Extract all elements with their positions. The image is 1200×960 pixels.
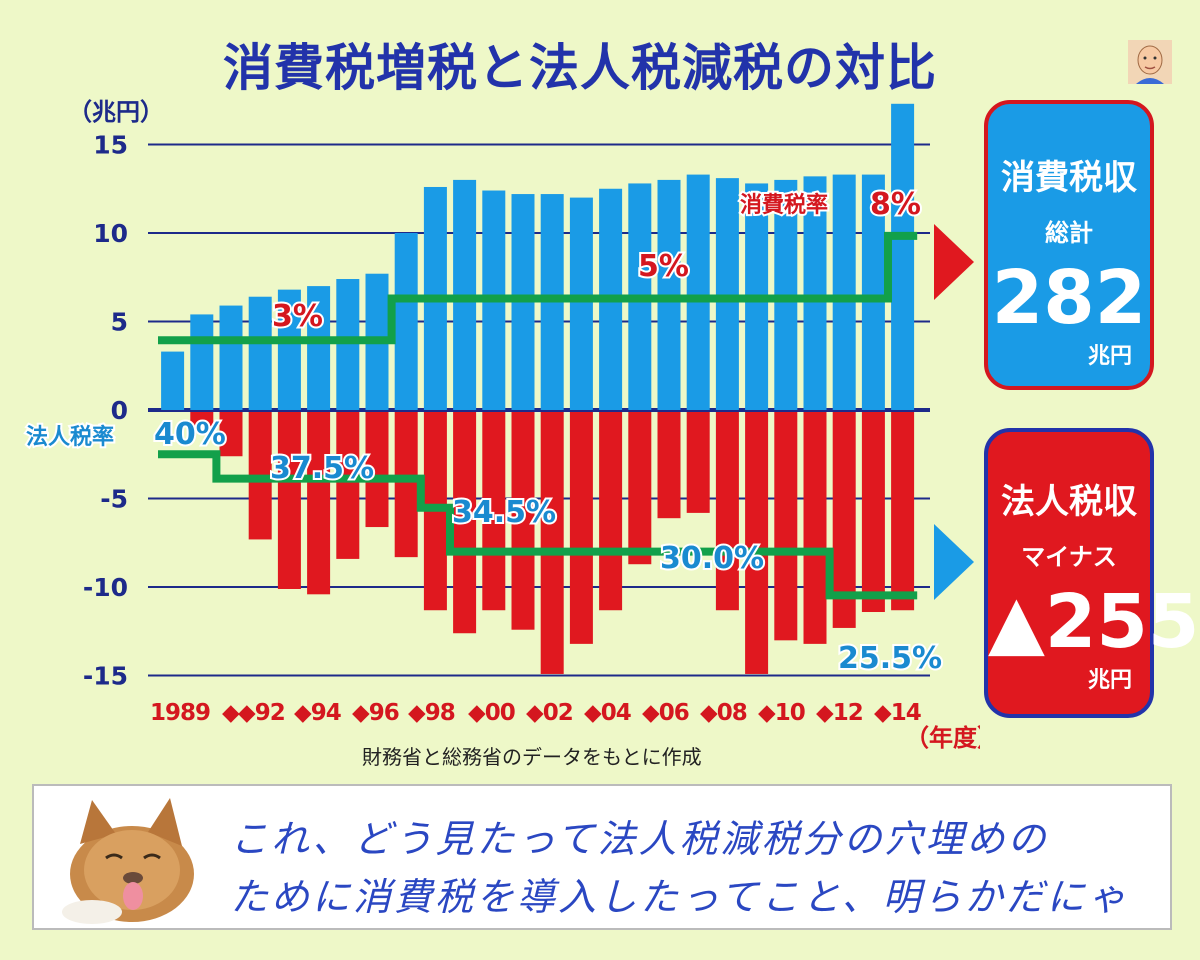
y-tick-label: -10 [83, 573, 128, 602]
y-tick-label: 0 [111, 396, 128, 425]
x-tick-label: ◆10 [758, 700, 805, 726]
x-tick-label: ◆06 [642, 700, 689, 726]
speech-banner: これ、どう見たって法人税減税分の穴埋めの ために消費税を導入したってこと、明らか… [32, 784, 1172, 930]
bar-corporate [277, 412, 301, 589]
bar-corporate [861, 412, 885, 613]
corporate-rate-label: 34.5% [452, 495, 556, 530]
bar-corporate [686, 412, 710, 513]
corporate-rate-label: 40% [154, 417, 226, 452]
banner-line-1: これ、どう見たって法人税減税分の穴埋めの [230, 817, 1049, 861]
bar-corporate [511, 412, 535, 630]
x-tick-label: 1989 [150, 700, 210, 726]
x-tick-label: ◆02 [526, 700, 573, 726]
corporate-rate-label: 25.5% [838, 641, 942, 676]
x-tick-label: ◆04 [584, 700, 631, 726]
x-tick-label: ◆ [222, 700, 240, 726]
banner-line-2: ために消費税を導入したってこと、明らかだにゃ [230, 875, 1129, 919]
bar-consumption [686, 174, 710, 410]
page-title: 消費税増税と法人税減税の対比 [223, 39, 937, 97]
consumption-rate-label: 8% [870, 187, 921, 222]
consumption-box-unit: 兆円 [1087, 344, 1132, 369]
consumption-box-title: 消費税収 [1001, 158, 1137, 198]
corporate-rate-line [158, 450, 918, 600]
x-tick-label: ◆12 [816, 700, 863, 726]
consumption-tax-total-box: 消費税収 総計 282 兆円 [984, 100, 1154, 390]
bar-consumption [190, 314, 214, 410]
bar-corporate [745, 412, 769, 674]
bar-corporate [832, 412, 856, 628]
y-axis-label: （兆円） [68, 98, 164, 126]
corporate-tax-total-box: 法人税収 マイナス ▲255 兆円 [984, 428, 1200, 718]
x-tick-label: ◆00 [468, 700, 515, 726]
bar-consumption [336, 279, 360, 410]
bar-corporate [307, 412, 331, 595]
bar-consumption [277, 289, 301, 410]
bar-consumption [248, 296, 272, 410]
bar-corporate [599, 412, 623, 611]
bar-consumption [394, 233, 418, 410]
x-tick-label: ◆08 [700, 700, 747, 726]
corporate-rate-name: 法人税率 [26, 424, 114, 450]
y-tick-label: 5 [111, 308, 128, 337]
y-tick-label: 10 [93, 219, 128, 248]
source-note: 財務省と総務省のデータをもとに作成 [362, 745, 702, 769]
bar-corporate [365, 412, 389, 528]
bar-consumption [715, 178, 739, 410]
consumption-rate-label: 3% [272, 299, 323, 334]
bar-consumption [832, 174, 856, 410]
corporate-box-sub: マイナス [1021, 543, 1117, 571]
bar-consumption [161, 351, 185, 410]
bar-corporate [540, 412, 564, 674]
bar-consumption [569, 197, 593, 410]
bar-corporate [453, 412, 477, 634]
corporate-rate-label: 37.5% [270, 451, 374, 486]
consumption-box-value: 282 [991, 255, 1147, 341]
bar-consumption [861, 174, 885, 410]
bar-consumption [219, 305, 243, 410]
tax-chart: 15 10 5 0 -5 -10 -15 （兆円） 3% 5% 消費税率 8% 法人税率 40% 37.5%… [24, 98, 980, 752]
x-tick-label: ◆94 [294, 700, 341, 726]
bar-corporate [657, 412, 681, 519]
x-axis-label: （年度） [905, 724, 980, 752]
bar-corporate [190, 412, 214, 427]
bar-corporate [715, 412, 739, 611]
bar-consumption [891, 103, 915, 410]
bar-corporate [628, 412, 652, 565]
bar-corporate [569, 412, 593, 644]
y-tick-label: -15 [83, 662, 128, 691]
x-tick-label: ◆14 [874, 700, 921, 726]
consumption-box-sub: 総計 [1045, 219, 1093, 247]
blue-arrow-icon [934, 524, 974, 600]
bar-corporate [394, 412, 418, 558]
bar-corporate [219, 412, 243, 457]
cat-photo-icon [62, 798, 194, 924]
red-arrow-icon [934, 224, 974, 300]
corporate-box-value: ▲255 [988, 579, 1200, 665]
consumption-rate-label: 5% [638, 249, 689, 284]
corporate-box-unit: 兆円 [1087, 668, 1132, 693]
consumption-rate-line [158, 231, 918, 345]
corporate-box-title: 法人税収 [1001, 482, 1137, 522]
bald-man-avatar-icon [1128, 40, 1172, 84]
bar-corporate [891, 412, 915, 611]
x-tick-label: ◆96 [352, 700, 399, 726]
bar-corporate [803, 412, 827, 644]
x-tick-label: ◆92 [238, 700, 285, 726]
bar-consumption [307, 286, 331, 410]
y-tick-label: 15 [93, 131, 128, 160]
bar-corporate [336, 412, 360, 559]
consumption-rate-name: 消費税率 [740, 192, 828, 218]
bar-corporate [774, 412, 798, 641]
x-tick-label: ◆98 [408, 700, 455, 726]
corporate-rate-label: 30.0% [660, 541, 764, 576]
bar-corporate [482, 412, 506, 611]
bar-consumption [803, 176, 827, 410]
y-tick-label: -5 [100, 485, 128, 514]
